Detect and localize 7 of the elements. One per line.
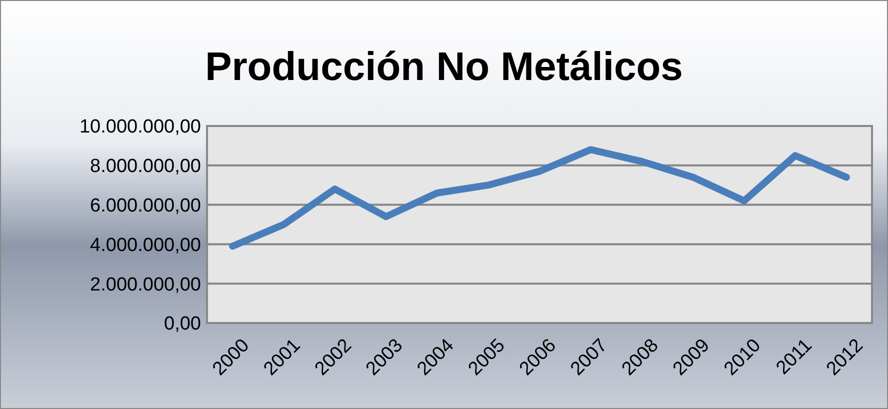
- y-tick-label: 4.000.000,00: [90, 234, 201, 256]
- y-tick-label: 2.000.000,00: [90, 274, 201, 296]
- y-tick-label: 6.000.000,00: [90, 195, 201, 216]
- y-tick-label: 0,00: [164, 314, 201, 335]
- y-tick-label: 10.000.000,00: [79, 116, 201, 138]
- y-tick-label: 8.000.000,00: [90, 156, 201, 178]
- chart-title: Producción No Metálicos: [205, 45, 683, 89]
